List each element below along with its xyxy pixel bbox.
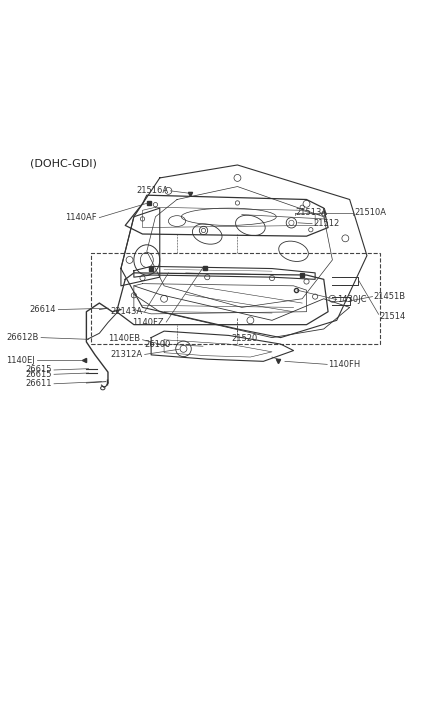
Text: 21514: 21514 [380, 312, 406, 321]
Text: 26612B: 26612B [7, 333, 39, 342]
Text: 26615: 26615 [25, 370, 52, 379]
Text: 26611: 26611 [25, 379, 52, 388]
Text: 21512: 21512 [313, 219, 339, 228]
Text: 21510A: 21510A [354, 207, 386, 217]
Text: 1140EJ: 1140EJ [6, 356, 35, 364]
Text: 1140EB: 1140EB [108, 334, 140, 343]
Text: 21312A: 21312A [110, 350, 143, 359]
Text: 1140FH: 1140FH [328, 360, 360, 369]
Text: 1140FZ: 1140FZ [132, 318, 164, 326]
Text: 1430JC: 1430JC [337, 295, 366, 304]
Text: 26614: 26614 [30, 305, 56, 314]
Text: 26615: 26615 [25, 366, 52, 374]
Text: 21516A: 21516A [136, 185, 169, 195]
Text: 21520: 21520 [231, 334, 257, 343]
Text: (DOHC-GDI): (DOHC-GDI) [30, 158, 97, 169]
Text: 21451B: 21451B [373, 292, 405, 301]
Text: 26100: 26100 [144, 340, 170, 349]
Text: 21513A: 21513A [296, 207, 328, 217]
Text: 22143A: 22143A [110, 308, 143, 316]
Text: 1140AF: 1140AF [66, 213, 97, 222]
